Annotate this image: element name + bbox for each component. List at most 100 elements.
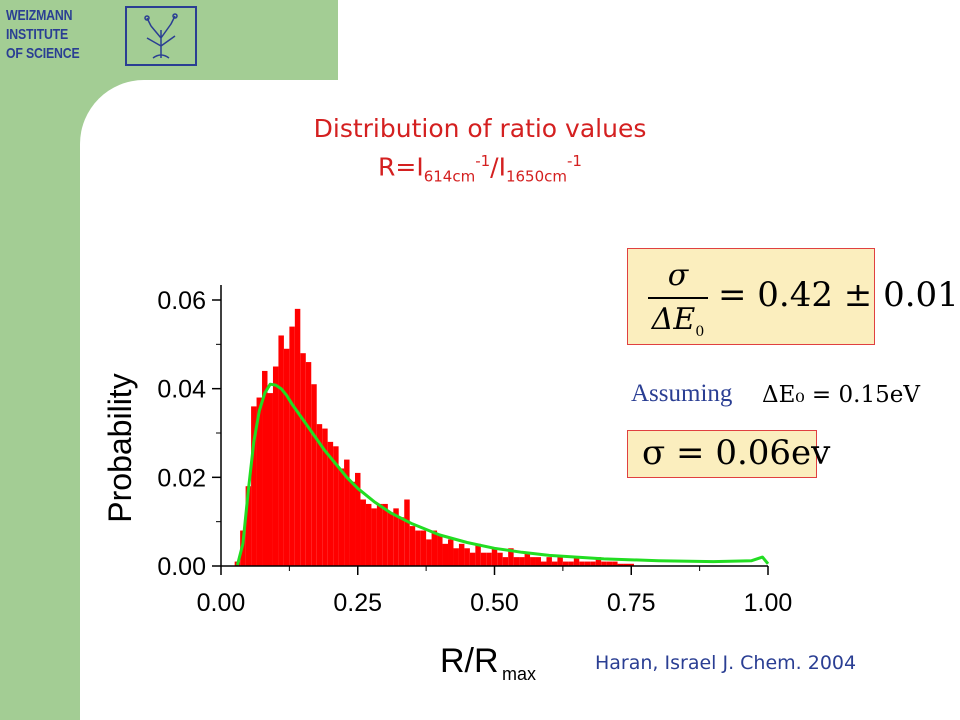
histogram-bar (256, 397, 263, 566)
sigma-ratio-box: σ ΔE0 = 0.42 ± 0.01 (627, 248, 959, 345)
logo-line-2: INSTITUTE (6, 26, 69, 43)
histogram-bar (322, 428, 328, 566)
histogram-bar (431, 530, 438, 566)
y-tick-label: 0.00 (157, 553, 206, 581)
x-axis-label: R/R (440, 642, 499, 680)
histogram-bar (289, 326, 295, 566)
histogram-bar (513, 557, 520, 566)
histogram-bar (606, 561, 613, 566)
sigma-value-equation: σ = 0.06ev (642, 433, 831, 473)
histogram-bar (508, 548, 514, 566)
histogram-bar (404, 499, 410, 566)
histogram-bar (294, 308, 301, 566)
histogram-bar (530, 557, 536, 566)
histogram-bar (469, 552, 476, 566)
histogram-bar (327, 441, 334, 566)
histogram-bar (551, 561, 558, 566)
histogram-bar (267, 393, 273, 566)
histogram-bar (617, 563, 624, 566)
histogram-bar (365, 503, 372, 566)
histogram-bar (497, 552, 503, 566)
histogram-bar (420, 530, 427, 566)
histogram-bar (628, 563, 634, 566)
histogram-bar (601, 561, 607, 566)
weizmann-emblem-icon (125, 6, 197, 66)
histogram-bar (376, 503, 383, 566)
y-tick-label: 0.06 (157, 287, 206, 315)
histogram-bar (453, 548, 459, 566)
histogram-bar (262, 370, 268, 566)
fraction-bar (648, 297, 708, 299)
x-tick-label: 0.50 (470, 589, 519, 617)
histogram-bar (475, 543, 481, 566)
logo-line-1: WEIZMANN (6, 7, 73, 24)
histogram-bar (338, 468, 345, 566)
assumption-equation: ΔE₀ = 0.15eV (762, 382, 920, 408)
y-axis-label: Probability (102, 373, 138, 522)
histogram-bar (426, 539, 432, 566)
histogram-bar (579, 561, 585, 566)
histogram-bar (568, 561, 574, 566)
histogram-bar (382, 503, 388, 566)
histogram-bar (305, 362, 312, 566)
fraction-denominator: ΔE0 (651, 302, 705, 340)
histogram-bar (245, 486, 252, 566)
histogram-bar (437, 534, 443, 566)
histogram-bar (502, 557, 509, 566)
histogram-bar (415, 530, 421, 566)
sigma-value-box: σ = 0.06ev (627, 430, 830, 478)
histogram-bar (464, 548, 470, 566)
histogram-bar (612, 561, 618, 566)
sigma-ratio-value: = 0.42 ± 0.01 (718, 275, 959, 315)
histogram-bar (349, 481, 356, 566)
frame-left-strip (0, 0, 80, 720)
x-tick-label: 1.00 (744, 589, 793, 617)
slide-subtitle-formula: R=I614cm-1/I1650cm-1 (378, 152, 582, 186)
histogram-bar (311, 384, 317, 566)
histogram-bar (300, 353, 306, 566)
histogram-bar (387, 512, 394, 566)
histogram-bar (524, 552, 531, 566)
fit-curve-line (235, 382, 770, 566)
logo-line-3: OF SCIENCE (6, 45, 80, 62)
histogram-bar (486, 552, 492, 566)
histogram-bar (590, 561, 596, 566)
histogram-bar (344, 459, 350, 566)
histogram-bar (272, 366, 279, 566)
histogram-bar (283, 348, 290, 566)
x-tick-label: 0.25 (333, 589, 382, 617)
citation: Haran, Israel J. Chem. 2004 (595, 652, 857, 674)
histogram-bar (278, 335, 284, 566)
assumption-label: Assuming (631, 380, 733, 407)
histogram-bar (251, 406, 257, 566)
histogram-bar (540, 561, 547, 566)
histogram-bar (623, 563, 629, 566)
histogram-bar (535, 557, 541, 566)
y-tick-label: 0.02 (157, 464, 206, 492)
fraction-numerator: σ (667, 258, 689, 293)
histogram-bar (316, 424, 323, 566)
histogram-bar (409, 526, 416, 566)
histogram-bar (562, 561, 569, 566)
histogram-bar (398, 517, 405, 566)
histogram-bar (442, 543, 449, 566)
institute-logo-text: WEIZMANN INSTITUTE OF SCIENCE (6, 6, 96, 63)
histogram-bar (491, 548, 498, 566)
histogram-bar (448, 539, 454, 566)
histogram-bar (360, 499, 366, 566)
histogram-bar (519, 557, 525, 566)
x-axis-label-subscript: max (502, 664, 536, 684)
histogram-bar (333, 446, 339, 566)
histogram-bar (458, 543, 465, 566)
y-tick-label: 0.04 (157, 376, 206, 404)
histogram-bar (480, 552, 487, 566)
sigma-ratio-fraction: σ ΔE0 (648, 257, 708, 351)
histogram-bar (371, 508, 377, 566)
histogram-bar (595, 557, 602, 566)
histogram-bar (546, 557, 552, 566)
histogram-bar (557, 557, 563, 566)
histogram-bar (584, 561, 591, 566)
x-tick-label: 0.00 (197, 589, 246, 617)
histogram-bar (355, 472, 361, 566)
